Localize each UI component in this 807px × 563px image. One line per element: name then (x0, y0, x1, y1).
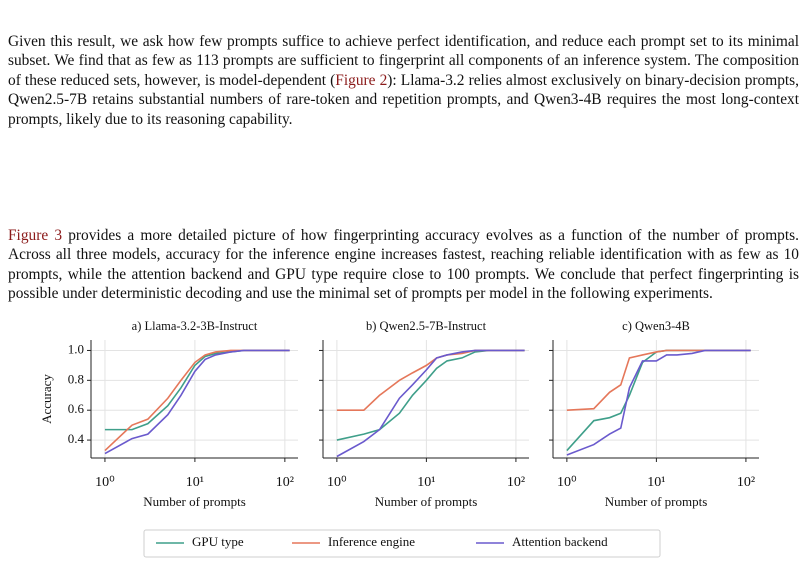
legend-label: Attention backend (512, 534, 608, 549)
x-tick-label: 10⁰ (557, 475, 577, 490)
subplot: c) Qwen3-4B 10⁰ 10¹ 10² Number of prompts (549, 319, 759, 509)
figure-link[interactable]: Figure 3 (8, 227, 63, 244)
y-tick-label: 0.4 (68, 431, 85, 446)
series-line (104, 349, 290, 431)
x-tick-label: 10⁰ (95, 475, 115, 490)
x-axis-label: Number of prompts (605, 494, 708, 509)
x-tick-label: 10¹ (417, 475, 435, 490)
x-axis-label: Number of prompts (375, 494, 478, 509)
subplot: b) Qwen2.5-7B-Instruct 10⁰ 10¹ 10² Number of… (319, 319, 529, 509)
legend: GPU type Inference engine Attention backen… (143, 529, 661, 558)
x-tick-label: 10² (507, 475, 525, 490)
x-tick-label: 10¹ (186, 475, 204, 490)
text: ): Llama-3.2 relies almost exclusively o… (8, 71, 800, 128)
subplot: a) Llama-3.2-3B-Instruct 0.4 0.6 0.8 1.0 10⁰ 1… (39, 319, 298, 509)
y-tick-label: 0.6 (68, 401, 85, 416)
series-line (566, 349, 751, 456)
legend-label: GPU type (192, 534, 244, 549)
x-tick-label: 10⁰ (327, 475, 347, 490)
paragraph: Given this result, we ask how few prompt… (8, 32, 799, 129)
subplot-title: c) Qwen3-4B (622, 319, 690, 333)
paragraph: Figure 3 provides a more detailed pictur… (8, 226, 799, 304)
legend-label: Inference engine (328, 534, 415, 549)
legend-frame (143, 529, 661, 558)
subplot-title: a) Llama-3.2-3B-Instruct (132, 319, 258, 333)
y-tick-label: 0.8 (68, 371, 84, 386)
series-line (104, 349, 290, 452)
text: provides a more detailed picture of how … (8, 227, 799, 303)
x-axis-label: Number of prompts (143, 494, 246, 509)
series-line (336, 349, 525, 458)
x-tick-label: 10¹ (647, 475, 665, 490)
subplot-title: b) Qwen2.5-7B-Instruct (366, 319, 487, 333)
figure-link[interactable]: Figure 2 (335, 71, 388, 89)
series-line (566, 349, 751, 452)
x-tick-label: 10² (737, 475, 755, 490)
x-tick-label: 10² (276, 475, 294, 490)
y-axis-label: Accuracy (39, 374, 54, 424)
text: Given this result, we ask how few prompt… (8, 33, 799, 89)
series-line (104, 349, 290, 455)
y-tick-label: 1.0 (68, 341, 84, 356)
